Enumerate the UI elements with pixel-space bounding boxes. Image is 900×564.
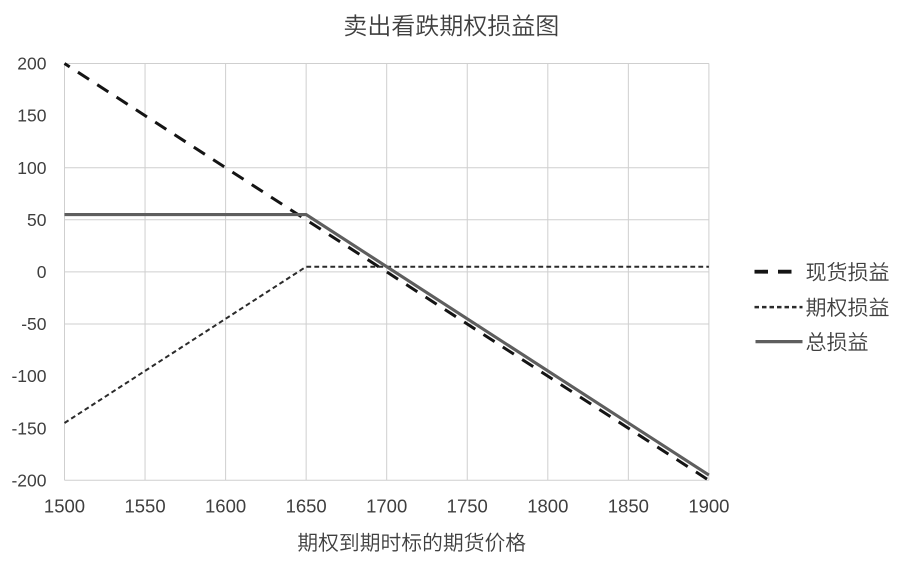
svg-text:100: 100 xyxy=(17,158,46,178)
svg-text:150: 150 xyxy=(17,106,46,126)
svg-text:1800: 1800 xyxy=(527,496,568,517)
svg-text:-150: -150 xyxy=(11,418,46,438)
svg-text:1900: 1900 xyxy=(688,496,729,517)
svg-text:0: 0 xyxy=(37,262,47,282)
svg-text:-200: -200 xyxy=(11,470,46,490)
svg-text:1650: 1650 xyxy=(286,496,327,517)
svg-text:200: 200 xyxy=(17,54,46,74)
svg-text:-50: -50 xyxy=(21,314,47,334)
svg-text:1750: 1750 xyxy=(447,496,488,517)
svg-text:50: 50 xyxy=(27,210,47,230)
svg-text:1850: 1850 xyxy=(608,496,649,517)
svg-text:1500: 1500 xyxy=(44,496,85,517)
svg-text:1600: 1600 xyxy=(205,496,246,517)
svg-text:1700: 1700 xyxy=(366,496,407,517)
svg-text:-100: -100 xyxy=(11,366,46,386)
svg-text:1550: 1550 xyxy=(124,496,165,517)
